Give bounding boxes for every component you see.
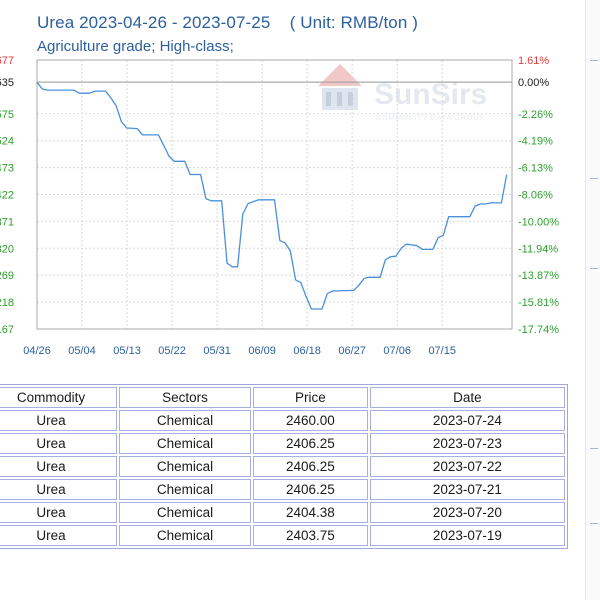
x-tick-label: 06/18 — [293, 345, 321, 357]
x-tick-label: 05/04 — [68, 345, 96, 357]
x-tick-label: 07/15 — [428, 345, 456, 357]
y-left-tick-label: 2218 — [0, 297, 14, 309]
y-left-tick-label: 2635 — [0, 77, 14, 89]
y-right-tick-label: 0.00% — [518, 77, 549, 89]
y-left-tick-label: 2167 — [0, 324, 14, 336]
cell-date: 2023-07-22 — [369, 456, 565, 477]
cell-commodity: Urea — [0, 502, 118, 523]
edge-tick — [590, 523, 598, 524]
table-header-row: Commodity Sectors Price Date — [0, 387, 565, 408]
y-right-tick-label: -4.19% — [518, 136, 553, 148]
y-right-tick-label: -13.87% — [518, 270, 559, 282]
watermark-tagline-text: COMMODITY DATA GROUP — [376, 113, 485, 122]
table-row: Urea Chemical 2406.25 2023-07-21 — [0, 479, 565, 500]
y-left-tick-label: 2473 — [0, 163, 14, 175]
column-header-sectors: Sectors — [119, 387, 252, 408]
chart-subtitle: Agriculture grade; High-class; — [37, 38, 234, 55]
edge-tick — [590, 60, 598, 61]
cell-commodity: Urea — [0, 410, 118, 431]
y-left-tick-label: 2422 — [0, 190, 14, 202]
cell-commodity: Urea — [0, 525, 118, 546]
y-right-tick-label: -8.06% — [518, 190, 553, 202]
x-tick-label: 05/22 — [158, 345, 186, 357]
y-left-tick-label: 2269 — [0, 270, 14, 282]
cell-sector: Chemical — [119, 479, 252, 500]
price-chart: SunSirs COMMODITY DATA GROUP 2677 1.61% 2635… — [0, 55, 559, 357]
cell-sector: Chemical — [119, 410, 252, 431]
price-table-container: Commodity Sectors Price Date Urea Chemic… — [0, 384, 568, 549]
cell-commodity: Urea — [0, 456, 118, 477]
cell-sector: Chemical — [119, 433, 252, 454]
plot-frame — [36, 59, 513, 330]
y-right-tick-label: -10.00% — [518, 216, 559, 228]
y-right-tick-label: -15.81% — [518, 297, 559, 309]
cell-price: 2460.00 — [253, 410, 368, 431]
cell-sector: Chemical — [119, 525, 252, 546]
cell-sector: Chemical — [119, 456, 252, 477]
watermark-pillar-icon — [337, 92, 342, 106]
watermark-pillar-icon — [348, 92, 353, 106]
cell-commodity: Urea — [0, 479, 118, 500]
table-row: Urea Chemical 2403.75 2023-07-19 — [0, 525, 565, 546]
y-right-tick-label: -2.26% — [518, 109, 553, 121]
cell-sector: Chemical — [119, 502, 252, 523]
watermark-pillar-icon — [326, 92, 331, 106]
cell-date: 2023-07-21 — [369, 479, 565, 500]
x-tick-label: 05/13 — [113, 345, 141, 357]
cell-date: 2023-07-20 — [369, 502, 565, 523]
table-row: Urea Chemical 2406.25 2023-07-23 — [0, 433, 565, 454]
cell-commodity: Urea — [0, 433, 118, 454]
column-header-price: Price — [253, 387, 368, 408]
x-tick-label: 07/06 — [383, 345, 411, 357]
watermark-roof-icon — [318, 64, 362, 86]
cell-price: 2406.25 — [253, 433, 368, 454]
cell-price: 2403.75 — [253, 525, 368, 546]
column-header-date: Date — [369, 387, 565, 408]
x-tick-label: 06/27 — [338, 345, 366, 357]
column-header-commodity: Commodity — [0, 387, 118, 408]
table-row: Urea Chemical 2406.25 2023-07-22 — [0, 456, 565, 477]
chart-title: Urea 2023-04-26 - 2023-07-25 ( Unit: RMB… — [37, 13, 418, 32]
y-left-tick-label: 2575 — [0, 109, 14, 121]
x-tick-label: 06/09 — [248, 345, 276, 357]
edge-tick — [590, 448, 598, 449]
cell-price: 2406.25 — [253, 479, 368, 500]
table-row: Urea Chemical 2404.38 2023-07-20 — [0, 502, 565, 523]
y-left-tick-label: 2371 — [0, 216, 14, 228]
y-right-tick-label: 1.61% — [518, 55, 549, 67]
watermark-brand-text: SunSirs — [374, 78, 487, 111]
y-left-tick-label: 2524 — [0, 136, 14, 148]
y-left-tick-label: 2320 — [0, 243, 14, 255]
price-table: Commodity Sectors Price Date Urea Chemic… — [0, 384, 568, 549]
cell-price: 2404.38 — [253, 502, 368, 523]
y-right-tick-label: -6.13% — [518, 163, 553, 175]
cell-date: 2023-07-19 — [369, 525, 565, 546]
chart-panel: SunSirs COMMODITY DATA GROUP 2677 1.61% 2635… — [0, 13, 559, 357]
y-left-tick-label: 2677 — [0, 55, 14, 67]
cell-date: 2023-07-23 — [369, 433, 565, 454]
x-tick-label: 04/26 — [23, 345, 51, 357]
price-series-line — [36, 81, 508, 310]
right-edge-panel — [585, 0, 600, 600]
table-row: Urea Chemical 2460.00 2023-07-24 — [0, 410, 565, 431]
cell-price: 2406.25 — [253, 456, 368, 477]
edge-tick — [590, 178, 598, 179]
edge-tick — [590, 268, 598, 269]
cell-date: 2023-07-24 — [369, 410, 565, 431]
y-right-tick-label: -11.94% — [518, 243, 558, 255]
y-right-tick-label: -17.74% — [518, 324, 559, 336]
x-tick-label: 05/31 — [203, 345, 231, 357]
